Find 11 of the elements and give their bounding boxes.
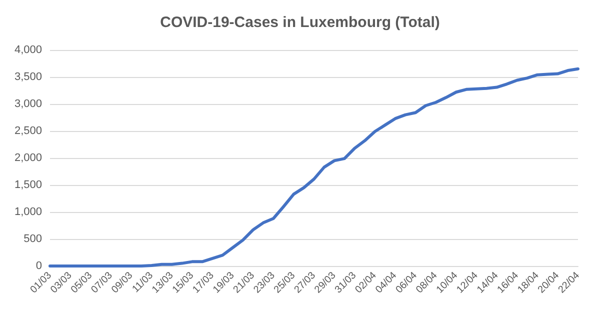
y-tick-label: 3,000 xyxy=(14,98,42,110)
y-tick-label: 0 xyxy=(36,260,42,272)
line-series xyxy=(48,67,580,268)
y-tick-label: 1,500 xyxy=(14,179,42,191)
y-tick-label: 2,500 xyxy=(14,125,42,137)
y-tick-label: 2,000 xyxy=(14,152,42,164)
y-tick-label: 3,500 xyxy=(14,71,42,83)
y-tick-label: 500 xyxy=(24,233,42,245)
y-tick-label: 1,000 xyxy=(14,206,42,218)
chart-title: COVID-19-Cases in Luxembourg (Total) xyxy=(160,14,440,31)
y-tick-label: 4,000 xyxy=(14,44,42,56)
